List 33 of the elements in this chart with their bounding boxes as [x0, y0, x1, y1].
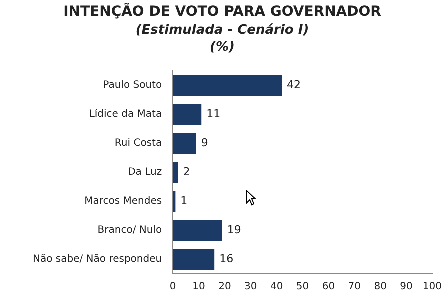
- y-tick-label: Paulo Souto: [103, 80, 162, 92]
- x-tick-label: 30: [244, 282, 258, 293]
- x-tick-label: 90: [400, 282, 413, 293]
- data-label: 42: [287, 78, 302, 92]
- x-tick-label: 60: [322, 282, 336, 293]
- y-tick-label: Rui Costa: [114, 138, 162, 150]
- y-tick-label: Marcos Mendes: [84, 196, 162, 208]
- data-label: 2: [183, 165, 190, 178]
- x-tick-label: 100: [422, 282, 442, 293]
- x-tick-label: 20: [218, 282, 232, 293]
- data-label: 19: [227, 223, 242, 236]
- y-tick-label: Não sabe/ Não respondeu: [33, 254, 162, 266]
- data-label: 16: [220, 252, 234, 266]
- y-tick-label: Branco/ Nulo: [98, 225, 162, 236]
- chart-title: INTENÇÃO DE VOTO PARA GOVERNADOR: [62, 4, 382, 20]
- y-tick-label: Lídice da Mata: [89, 109, 162, 120]
- x-tick-label: 80: [374, 282, 387, 293]
- data-label: 11: [206, 107, 221, 120]
- x-tick-label: 10: [192, 282, 206, 293]
- bar: [173, 162, 178, 183]
- x-tick-label: 50: [296, 282, 310, 293]
- chart-subtitle: (Estimulada - Cenário I) (%): [134, 22, 310, 56]
- data-label: 9: [201, 136, 208, 150]
- bar: [173, 220, 222, 241]
- x-tick-label: 0: [170, 282, 176, 293]
- bar: [173, 75, 282, 96]
- bar: [173, 133, 196, 154]
- bar: [173, 104, 202, 125]
- y-tick-label: Da Luz: [128, 167, 162, 178]
- data-label: 1: [180, 194, 188, 208]
- bar: [173, 249, 215, 270]
- x-tick-label: 40: [270, 282, 284, 293]
- x-tick-label: 70: [348, 282, 362, 293]
